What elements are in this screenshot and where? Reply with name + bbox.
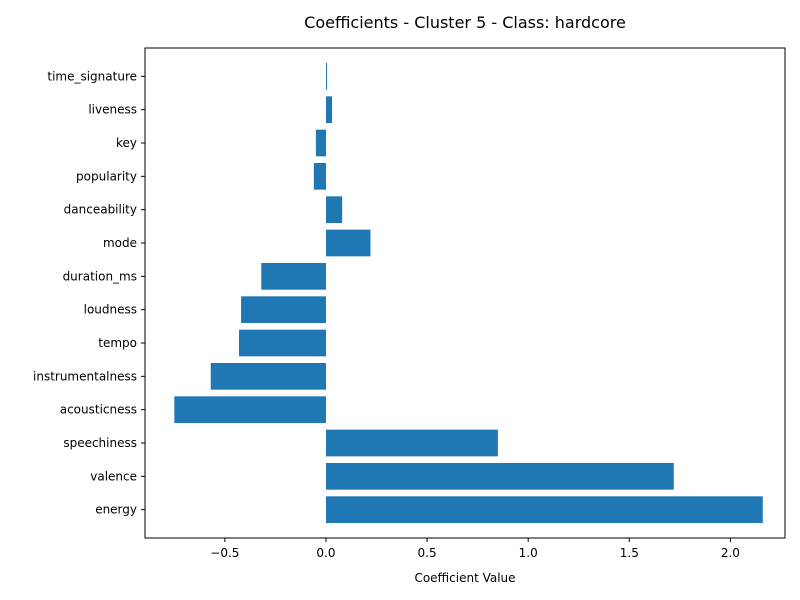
bar-time_signature	[325, 63, 327, 90]
bar-liveness	[325, 96, 333, 123]
y-tick-label: loudness	[84, 303, 137, 317]
bar-popularity	[313, 163, 326, 190]
bar-tempo	[239, 329, 326, 357]
bar-valence	[325, 463, 674, 490]
bar-duration_ms	[261, 263, 326, 290]
bars-group	[174, 63, 763, 523]
y-tick-label: speechiness	[63, 436, 137, 450]
y-tick-label: mode	[103, 236, 137, 250]
y-tick-label: key	[116, 136, 137, 150]
y-tick-label: instrumentalness	[33, 369, 137, 383]
x-axis-label: Coefficient Value	[414, 571, 515, 585]
bar-mode	[325, 229, 371, 257]
y-tick-label: danceability	[64, 203, 137, 217]
y-tick-label: liveness	[88, 103, 137, 117]
bar-acousticness	[174, 396, 326, 423]
x-tick-label: 0.5	[418, 546, 437, 560]
x-tick-label: 1.0	[519, 546, 538, 560]
bar-loudness	[241, 296, 326, 323]
x-ticks-group: −0.5 0.0 0.5 1.0 1.5 2.0	[210, 538, 740, 560]
y-tick-labels-group: energy valence speechiness acousticness inst…	[33, 69, 145, 517]
chart-title: Coefficients - Cluster 5 - Class: hardco…	[304, 13, 626, 32]
y-tick-label: energy	[95, 503, 137, 517]
y-tick-label: valence	[90, 469, 137, 483]
y-tick-label: time_signature	[47, 69, 137, 83]
bar-key	[315, 129, 326, 157]
bar-danceability	[325, 196, 343, 223]
y-tick-label: acousticness	[60, 403, 137, 417]
y-tick-label: popularity	[76, 169, 137, 183]
bar-energy	[325, 496, 763, 523]
x-tick-label: 2.0	[721, 546, 740, 560]
bar-instrumentalness	[210, 363, 326, 390]
x-tick-label: 1.5	[620, 546, 639, 560]
x-tick-label: −0.5	[210, 546, 239, 560]
y-tick-label: tempo	[98, 336, 137, 350]
x-tick-label: 0.0	[316, 546, 335, 560]
plot-frame	[144, 47, 786, 539]
bar-speechiness	[325, 429, 498, 457]
y-tick-label: duration_ms	[63, 269, 137, 283]
